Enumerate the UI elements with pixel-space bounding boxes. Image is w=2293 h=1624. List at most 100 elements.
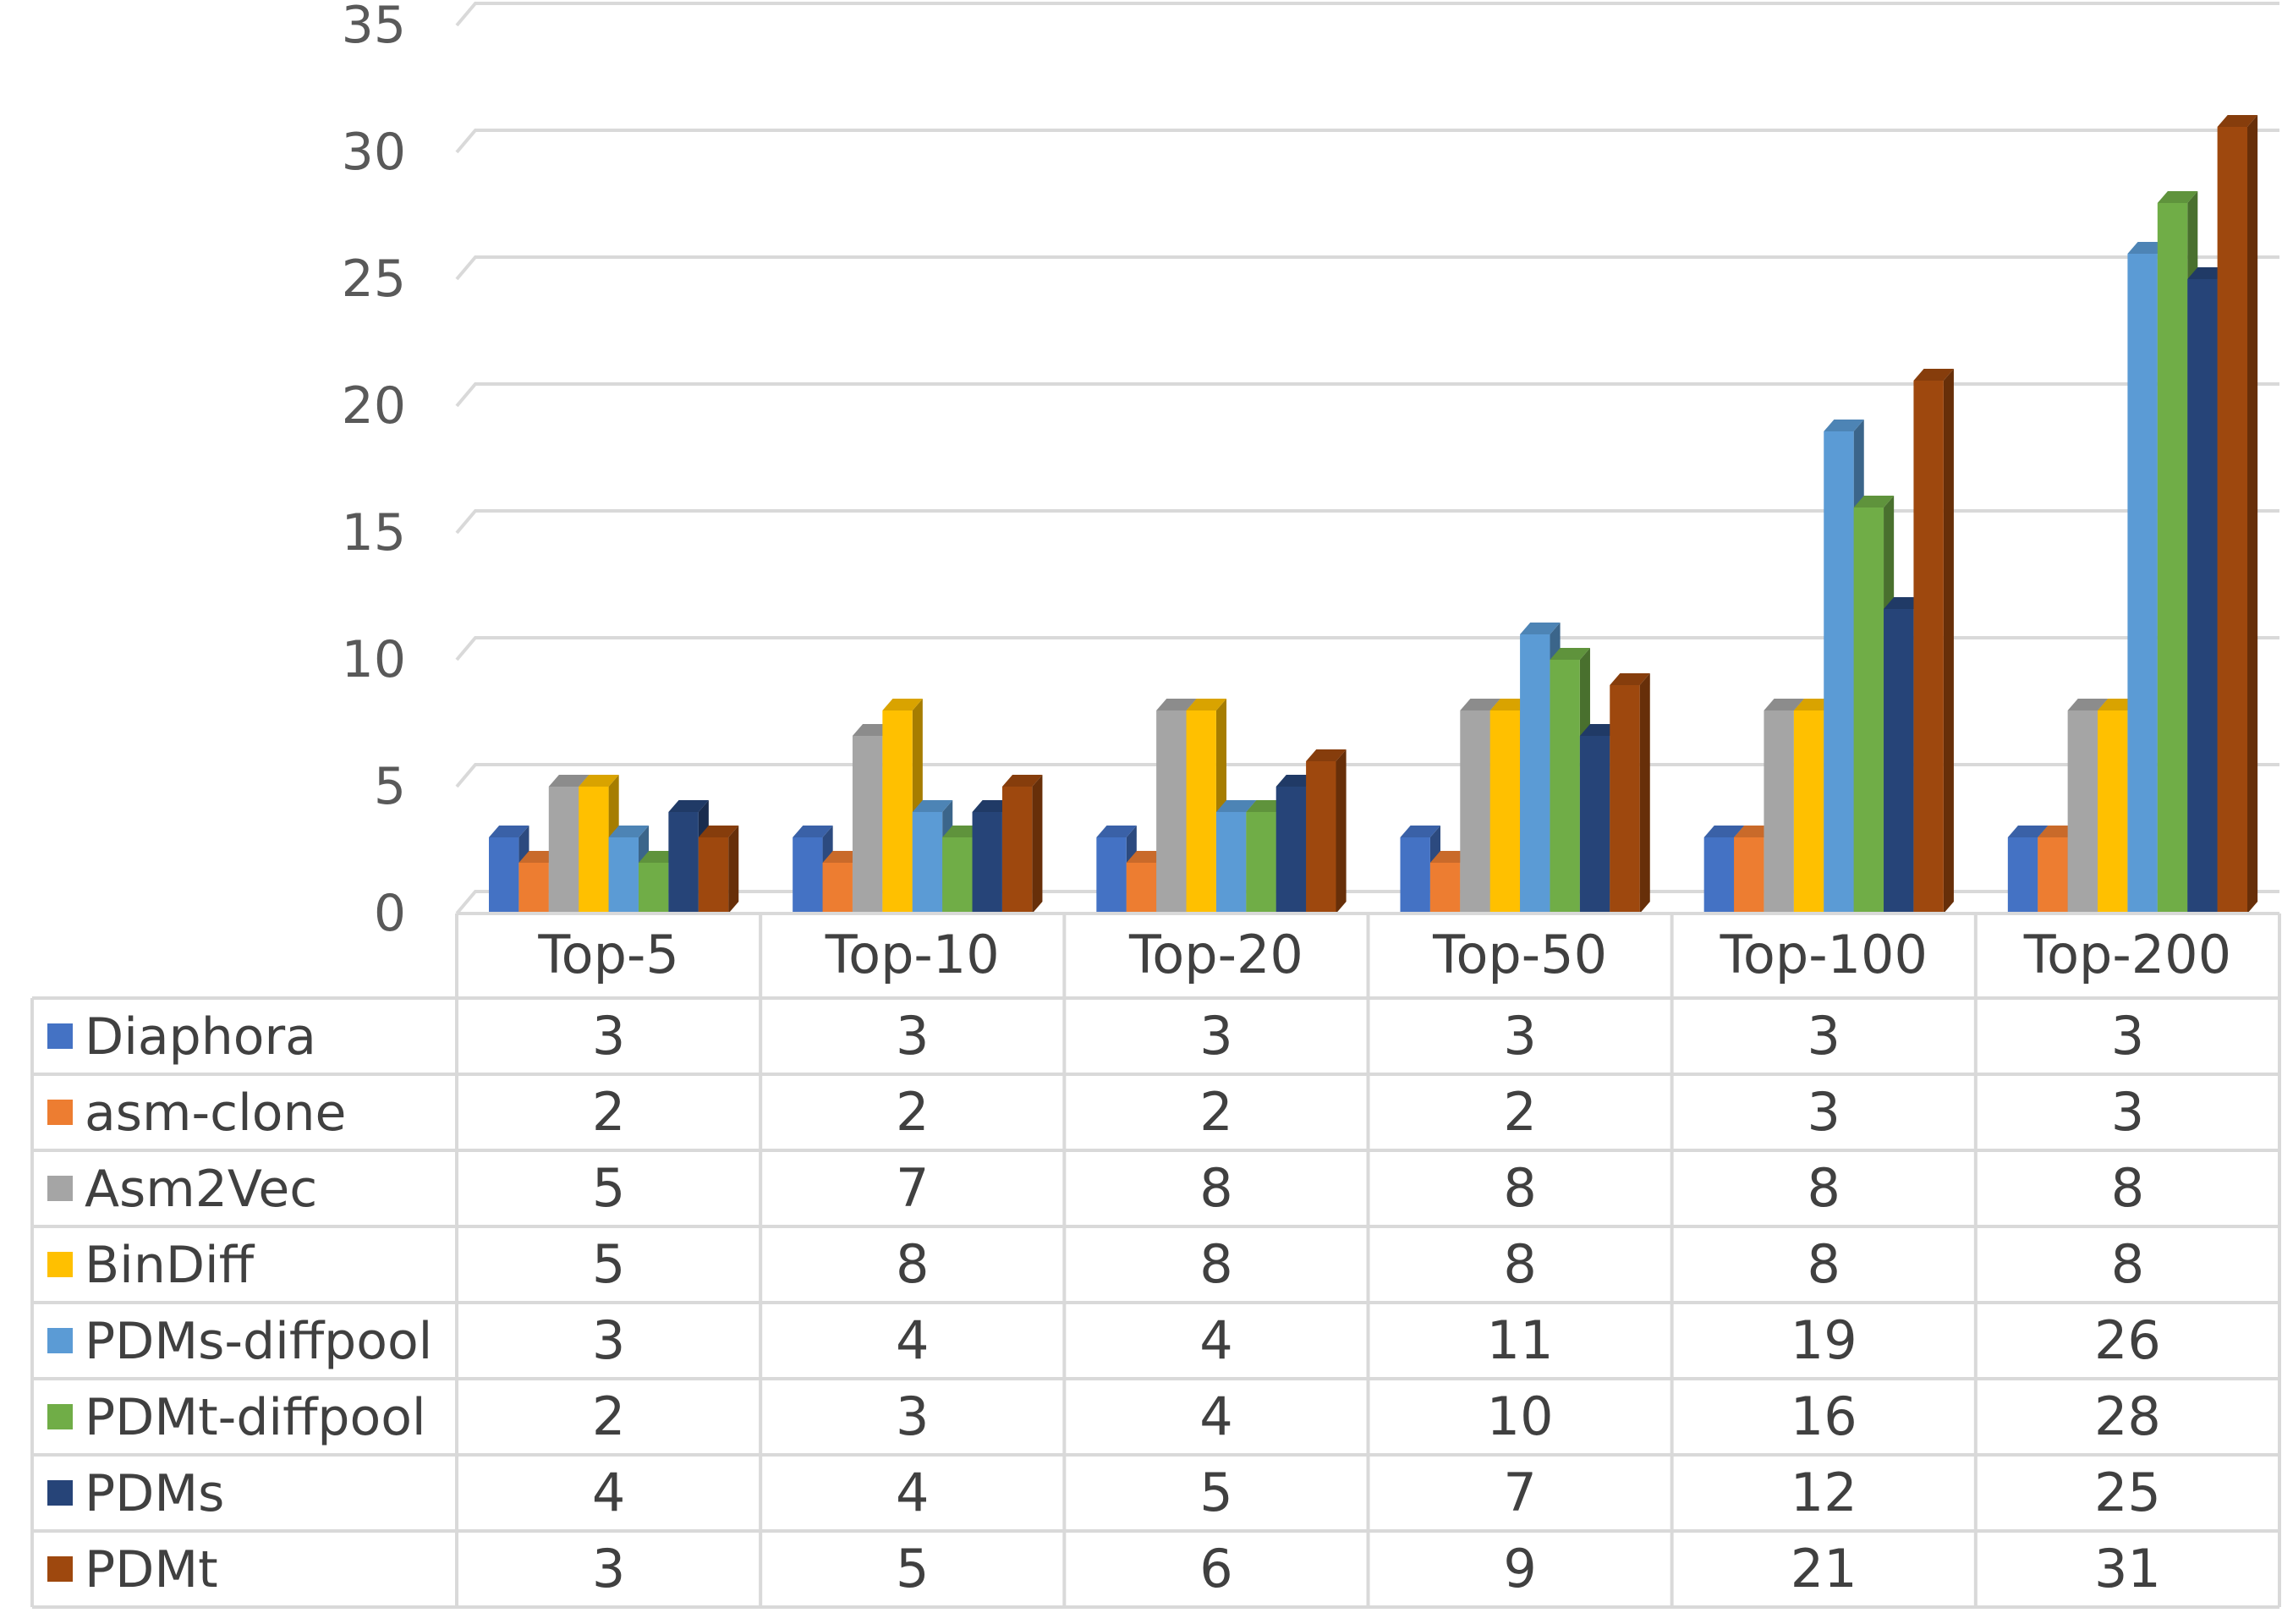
table-cell-value: 8 [2111, 1233, 2144, 1295]
bar-top [608, 826, 650, 837]
bar-front [2038, 837, 2068, 914]
gridline [455, 636, 2279, 661]
y-axis-ticks: 0 5 10 15 20 25 30 35 [342, 0, 406, 943]
bar-top [1853, 496, 1895, 508]
table-cell-value: 3 [592, 1309, 625, 1371]
bar-front [2098, 710, 2128, 914]
bar-front [1400, 837, 1430, 914]
bar-top [1306, 749, 1347, 761]
bar-top [1460, 699, 1500, 710]
bar-top [698, 826, 739, 837]
bar-top [2217, 115, 2258, 127]
bar-front [852, 736, 883, 914]
bar-top [1215, 800, 1257, 812]
table-cell-value: 9 [1503, 1538, 1536, 1599]
series-label: BinDiff [85, 1236, 255, 1295]
bar-front [1764, 710, 1794, 914]
bar-top [1764, 699, 1804, 710]
table-cell-value: 8 [896, 1233, 929, 1295]
bar-front [518, 863, 549, 914]
table-cell-value: 6 [1199, 1538, 1232, 1599]
bar-side [1943, 369, 1954, 914]
table-cell-value: 4 [1199, 1385, 1232, 1447]
table-cell-value: 2 [1199, 1081, 1232, 1143]
table-cell-value: 25 [2094, 1462, 2161, 1523]
table-cell-value: 4 [1199, 1309, 1232, 1371]
table-cell-value: 26 [2094, 1309, 2161, 1371]
legend-swatch [47, 1176, 73, 1201]
bar-top [668, 800, 709, 812]
bar-front [1001, 787, 1033, 914]
y-tick-label: 15 [342, 503, 406, 562]
bar-front [1853, 508, 1884, 914]
table-cell-value: 21 [1791, 1538, 1857, 1599]
bar-front [1275, 787, 1307, 914]
table-cell-value: 8 [2111, 1157, 2144, 1219]
legend-swatch [47, 1556, 73, 1582]
bar-front [548, 787, 579, 914]
table-cell-value: 3 [1808, 1005, 1840, 1067]
gridlines [455, 2, 2279, 915]
bar-front [1489, 710, 1521, 914]
table-cell-value: 4 [592, 1462, 625, 1523]
table-cell-value: 28 [2094, 1385, 2161, 1447]
gridline [455, 509, 2279, 535]
y-tick-label: 20 [342, 376, 406, 436]
table-cell-value: 12 [1791, 1462, 1857, 1523]
table-cell-value: 5 [592, 1233, 625, 1295]
y-tick-label: 0 [374, 884, 406, 943]
gridline [455, 763, 2279, 788]
bar-top [579, 775, 619, 787]
bar-front [1610, 685, 1640, 914]
bar-top [1610, 673, 1650, 685]
table-cell-value: 11 [1487, 1309, 1554, 1371]
bar-front [489, 837, 519, 914]
table-cell-value: 3 [2111, 1005, 2144, 1067]
bar-front [1306, 761, 1336, 914]
bar-front [793, 837, 823, 914]
legend-swatch [47, 1023, 73, 1049]
table-cell-value: 8 [1808, 1157, 1840, 1219]
bar-front [2187, 279, 2218, 914]
bar-front [1460, 710, 1490, 914]
bar-front [579, 787, 609, 914]
table-cell-value: 3 [1808, 1081, 1840, 1143]
category-label: Top-50 [1432, 924, 1607, 985]
bar-top [882, 699, 923, 710]
category-label: Top-100 [1720, 924, 1928, 985]
bar-front [1215, 812, 1247, 914]
bar-front [1156, 710, 1187, 914]
table-cell-value: 10 [1487, 1385, 1554, 1447]
gridline [455, 255, 2279, 281]
legend-swatch [47, 1404, 73, 1429]
bar-front [2217, 127, 2247, 914]
bar-front [1246, 812, 1276, 914]
bar [1001, 775, 1043, 914]
bar-front [912, 812, 943, 914]
table-cell-value: 2 [1503, 1081, 1536, 1143]
category-label: Top-20 [1128, 924, 1303, 985]
bar-top [1703, 826, 1745, 837]
table-cell-value: 3 [592, 1005, 625, 1067]
legend-swatch [47, 1252, 73, 1277]
bar-front [2127, 254, 2158, 914]
bar-top [1096, 826, 1137, 837]
bar-front [2067, 710, 2098, 914]
table-cell-value: 8 [1199, 1157, 1232, 1219]
series-label: PDMs-diffpool [85, 1312, 432, 1371]
table-cell-value: 7 [896, 1157, 929, 1219]
bar-top [548, 775, 590, 787]
series-label: Asm2Vec [85, 1160, 317, 1219]
table-cell-value: 7 [1503, 1462, 1536, 1523]
table-cell-value: 5 [1199, 1462, 1232, 1523]
series-label: PDMs [85, 1464, 224, 1523]
bar-top [1400, 826, 1440, 837]
bar-front [1096, 837, 1127, 914]
bar [2157, 191, 2198, 914]
bar-front [1793, 710, 1824, 914]
bar-front [1884, 609, 1914, 914]
table-cell-value: 5 [896, 1538, 929, 1599]
bar-top [1001, 775, 1043, 787]
y-tick-label: 5 [374, 757, 406, 816]
